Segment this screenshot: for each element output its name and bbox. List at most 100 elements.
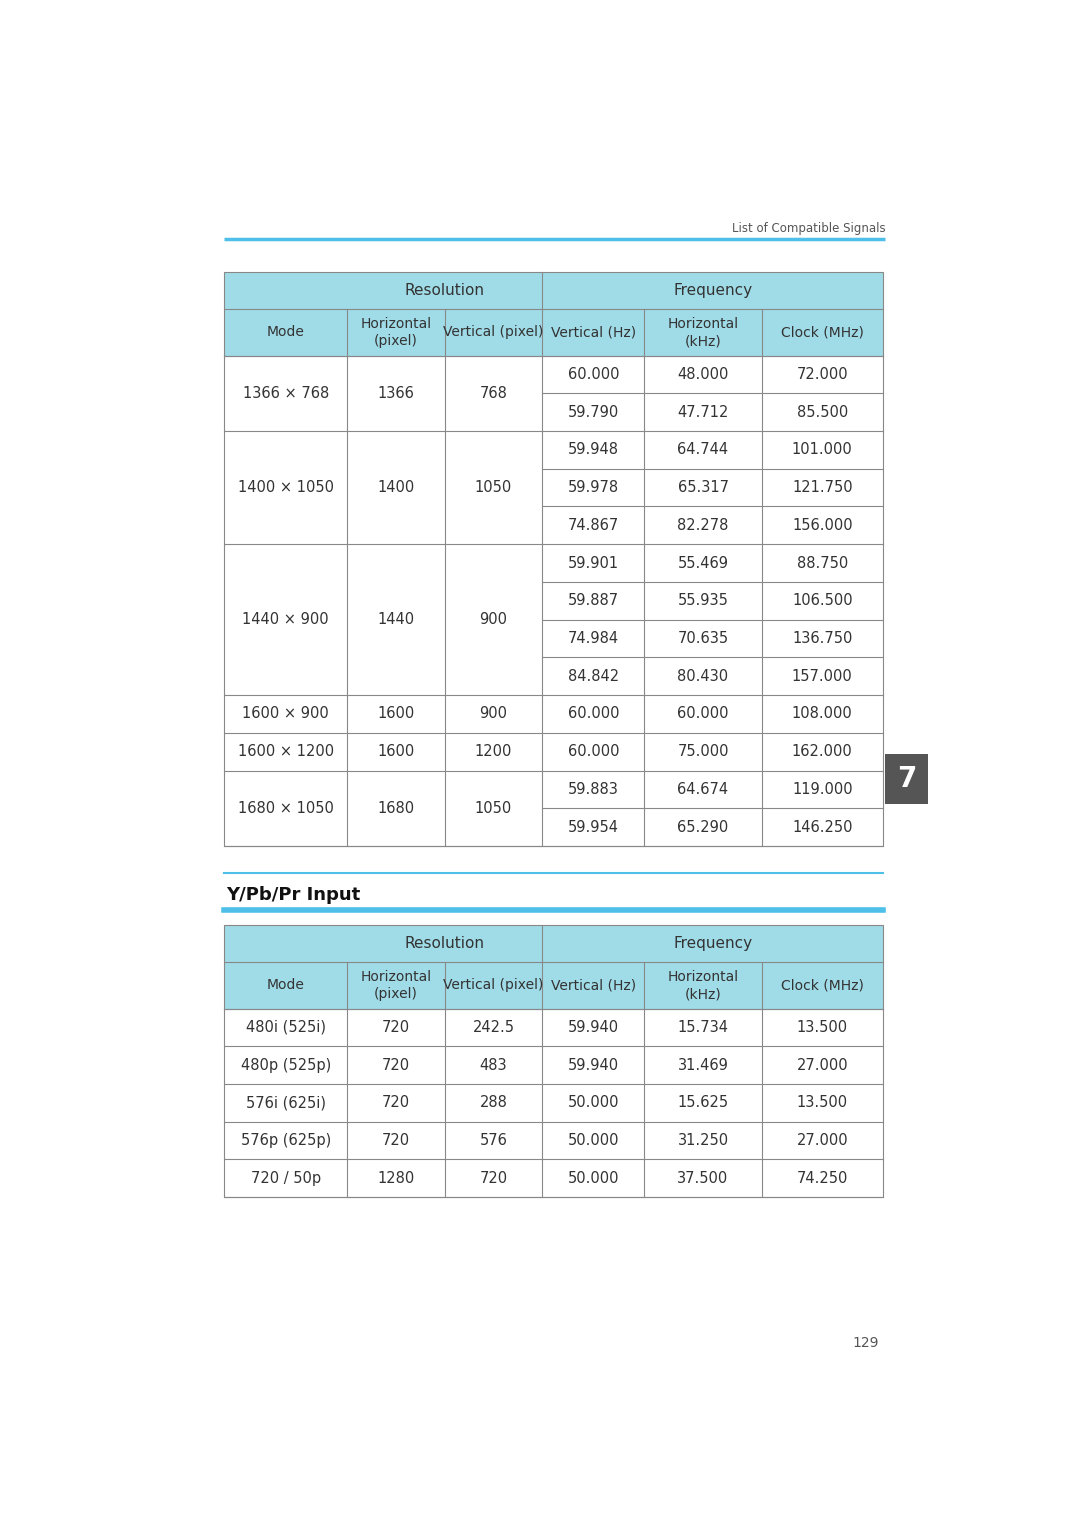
Text: 55.469: 55.469 bbox=[677, 556, 729, 570]
Text: 48.000: 48.000 bbox=[677, 368, 729, 381]
Text: 59.901: 59.901 bbox=[568, 556, 619, 570]
Text: 27.000: 27.000 bbox=[796, 1134, 848, 1147]
Text: 720: 720 bbox=[382, 1057, 410, 1072]
Text: 480p (525p): 480p (525p) bbox=[241, 1057, 330, 1072]
Text: 75.000: 75.000 bbox=[677, 745, 729, 760]
Text: 50.000: 50.000 bbox=[568, 1134, 619, 1147]
Text: Resolution: Resolution bbox=[405, 936, 485, 951]
Text: 288: 288 bbox=[480, 1095, 508, 1111]
Text: Y/Pb/Pr Input: Y/Pb/Pr Input bbox=[227, 885, 361, 904]
Text: Mode: Mode bbox=[267, 979, 305, 993]
Text: 576i (625i): 576i (625i) bbox=[246, 1095, 326, 1111]
Text: 720: 720 bbox=[382, 1020, 410, 1036]
Text: Clock (MHz): Clock (MHz) bbox=[781, 979, 864, 993]
Text: 59.887: 59.887 bbox=[568, 593, 619, 608]
Text: 50.000: 50.000 bbox=[568, 1170, 619, 1186]
Text: Mode: Mode bbox=[267, 325, 305, 340]
Text: 74.984: 74.984 bbox=[568, 631, 619, 647]
Text: Horizontal
(pixel): Horizontal (pixel) bbox=[361, 970, 432, 1000]
Text: 1200: 1200 bbox=[475, 745, 512, 760]
Bar bbox=[225, 273, 882, 309]
Text: 119.000: 119.000 bbox=[792, 781, 852, 797]
Text: 108.000: 108.000 bbox=[792, 706, 852, 722]
Bar bbox=[225, 925, 348, 1008]
Text: 59.940: 59.940 bbox=[568, 1020, 619, 1036]
Text: 720: 720 bbox=[382, 1134, 410, 1147]
Text: 1050: 1050 bbox=[475, 480, 512, 495]
Text: 1600: 1600 bbox=[377, 745, 415, 760]
Text: 37.500: 37.500 bbox=[677, 1170, 729, 1186]
Text: 129: 129 bbox=[852, 1336, 879, 1350]
Text: 64.744: 64.744 bbox=[677, 443, 729, 458]
Text: 60.000: 60.000 bbox=[677, 706, 729, 722]
Text: 720: 720 bbox=[382, 1095, 410, 1111]
Text: 1400 × 1050: 1400 × 1050 bbox=[238, 480, 334, 495]
Text: 1440 × 900: 1440 × 900 bbox=[242, 613, 329, 627]
Text: 136.750: 136.750 bbox=[792, 631, 852, 647]
Text: 60.000: 60.000 bbox=[568, 368, 619, 381]
Text: Resolution: Resolution bbox=[405, 283, 485, 299]
Text: Vertical (Hz): Vertical (Hz) bbox=[551, 979, 636, 993]
Text: 59.940: 59.940 bbox=[568, 1057, 619, 1072]
Text: 157.000: 157.000 bbox=[792, 669, 852, 683]
Text: 59.883: 59.883 bbox=[568, 781, 619, 797]
Text: 900: 900 bbox=[480, 706, 508, 722]
Text: 1050: 1050 bbox=[475, 801, 512, 817]
Text: 106.500: 106.500 bbox=[792, 593, 852, 608]
Text: 60.000: 60.000 bbox=[568, 706, 619, 722]
Text: Frequency: Frequency bbox=[673, 283, 752, 299]
Text: 162.000: 162.000 bbox=[792, 745, 852, 760]
Text: 59.948: 59.948 bbox=[568, 443, 619, 458]
Text: 1680: 1680 bbox=[378, 801, 415, 817]
Bar bbox=[225, 273, 882, 846]
Text: 576p (625p): 576p (625p) bbox=[241, 1134, 330, 1147]
Text: 88.750: 88.750 bbox=[797, 556, 848, 570]
Text: 900: 900 bbox=[480, 613, 508, 627]
Text: 47.712: 47.712 bbox=[677, 404, 729, 420]
Text: Vertical (pixel): Vertical (pixel) bbox=[444, 979, 543, 993]
Text: 70.635: 70.635 bbox=[677, 631, 729, 647]
Text: 1600: 1600 bbox=[377, 706, 415, 722]
Text: 59.790: 59.790 bbox=[568, 404, 619, 420]
Text: Horizontal
(kHz): Horizontal (kHz) bbox=[667, 317, 739, 348]
Text: Clock (MHz): Clock (MHz) bbox=[781, 325, 864, 340]
Text: 55.935: 55.935 bbox=[677, 593, 729, 608]
Text: Frequency: Frequency bbox=[673, 936, 752, 951]
Text: 65.290: 65.290 bbox=[677, 820, 729, 835]
Bar bbox=[225, 925, 882, 962]
Text: 1440: 1440 bbox=[378, 613, 415, 627]
Text: 64.674: 64.674 bbox=[677, 781, 729, 797]
Text: 483: 483 bbox=[480, 1057, 508, 1072]
Text: 1680 × 1050: 1680 × 1050 bbox=[238, 801, 334, 817]
Bar bbox=[225, 309, 882, 355]
Text: Horizontal
(pixel): Horizontal (pixel) bbox=[361, 317, 432, 348]
Text: 7: 7 bbox=[896, 764, 916, 792]
Text: 13.500: 13.500 bbox=[797, 1020, 848, 1036]
Bar bbox=[225, 925, 882, 1196]
Text: 720 / 50p: 720 / 50p bbox=[251, 1170, 321, 1186]
Text: 59.978: 59.978 bbox=[568, 480, 619, 495]
Text: 84.842: 84.842 bbox=[568, 669, 619, 683]
Text: 85.500: 85.500 bbox=[797, 404, 848, 420]
Text: 74.250: 74.250 bbox=[797, 1170, 848, 1186]
Text: 72.000: 72.000 bbox=[796, 368, 848, 381]
Text: 15.625: 15.625 bbox=[677, 1095, 729, 1111]
Text: 1280: 1280 bbox=[377, 1170, 415, 1186]
Text: 768: 768 bbox=[480, 386, 508, 401]
Text: 31.469: 31.469 bbox=[677, 1057, 729, 1072]
Text: 1400: 1400 bbox=[377, 480, 415, 495]
Text: 59.954: 59.954 bbox=[568, 820, 619, 835]
Text: 480i (525i): 480i (525i) bbox=[246, 1020, 326, 1036]
Text: 1366 × 768: 1366 × 768 bbox=[243, 386, 328, 401]
Text: 15.734: 15.734 bbox=[677, 1020, 729, 1036]
Text: 576: 576 bbox=[480, 1134, 508, 1147]
Text: Vertical (Hz): Vertical (Hz) bbox=[551, 325, 636, 340]
Text: Vertical (pixel): Vertical (pixel) bbox=[444, 325, 543, 340]
Text: 50.000: 50.000 bbox=[568, 1095, 619, 1111]
Text: 60.000: 60.000 bbox=[568, 745, 619, 760]
Bar bbox=[225, 962, 882, 1008]
Text: 31.250: 31.250 bbox=[677, 1134, 729, 1147]
Text: 1600 × 1200: 1600 × 1200 bbox=[238, 745, 334, 760]
Bar bbox=[225, 273, 348, 355]
Text: 27.000: 27.000 bbox=[796, 1057, 848, 1072]
